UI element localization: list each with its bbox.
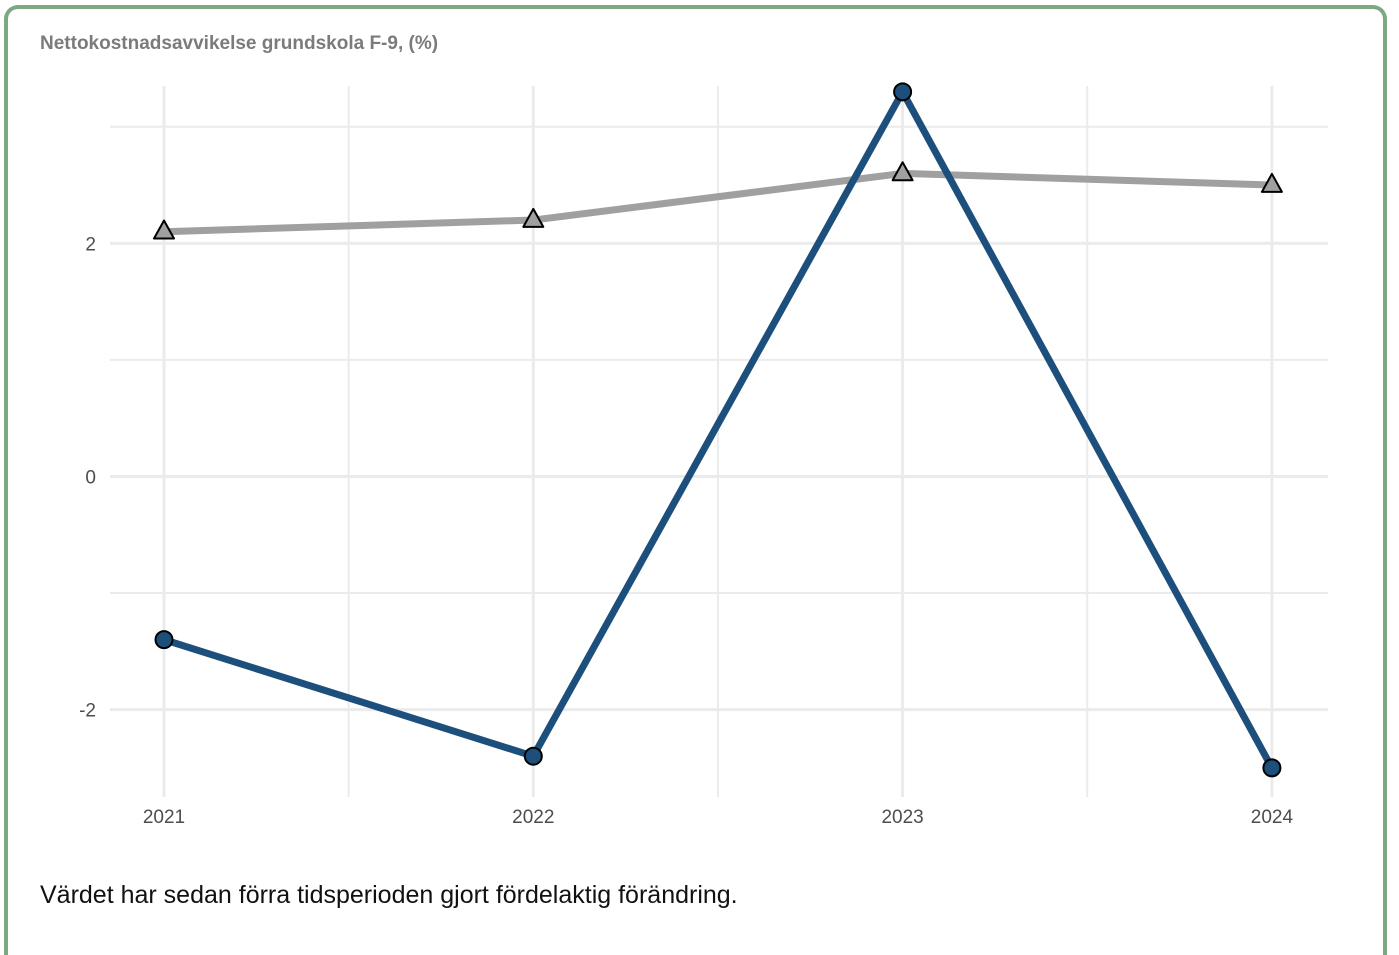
data-point-triangle [522, 207, 545, 228]
y-tick-label: 0 [85, 467, 96, 488]
footer-note: Värdet har sedan förra tidsperioden gjor… [40, 881, 738, 909]
grid-layer [110, 86, 1328, 797]
data-point-circle [523, 746, 543, 766]
data-point-triangle [153, 219, 175, 240]
data-point-circle [893, 82, 913, 102]
chart-card: Nettokostnadsavvikelse grundskola F-9, (… [4, 5, 1387, 955]
tick-layer: -2 0 2 2021 2022 2023 2024 [79, 234, 1293, 828]
series-line [160, 169, 1276, 236]
marker-layer [153, 82, 1283, 778]
series-layer [160, 88, 1276, 772]
y-tick-label: -2 [79, 701, 96, 722]
x-tick-label: 2023 [881, 807, 923, 828]
x-tick-label: 2021 [143, 807, 185, 828]
y-tick-label: 2 [85, 234, 96, 255]
chart-title: Nettokostnadsavvikelse grundskola F-9, (… [40, 33, 439, 54]
series-line [160, 88, 1276, 772]
data-point-triangle [891, 161, 914, 182]
data-point-circle [154, 630, 174, 650]
data-point-triangle [1260, 172, 1283, 193]
x-tick-label: 2024 [1251, 807, 1294, 828]
data-point-circle [1262, 758, 1282, 778]
x-tick-label: 2022 [512, 807, 554, 828]
